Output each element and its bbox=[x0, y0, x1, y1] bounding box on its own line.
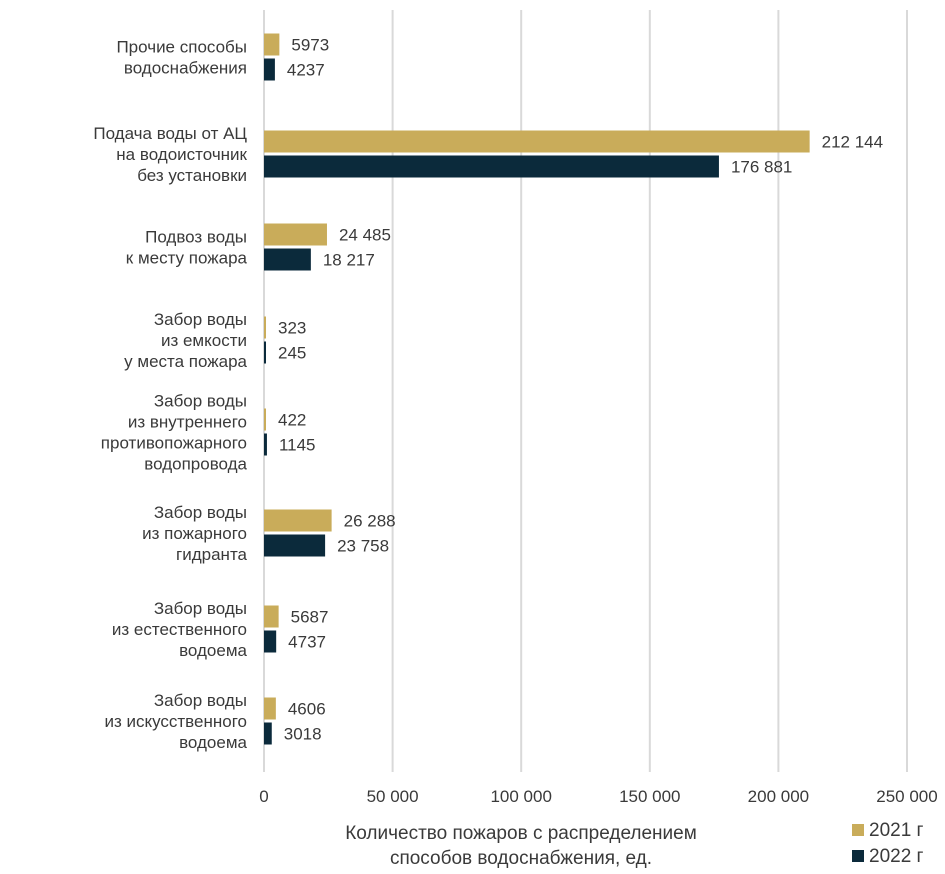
data-label: 1145 bbox=[279, 436, 316, 455]
data-label: 26 288 bbox=[344, 512, 396, 531]
data-label: 176 881 bbox=[731, 158, 792, 177]
category-label: Забор воды из пожарного гидранта bbox=[142, 503, 247, 564]
data-label: 3018 bbox=[284, 725, 322, 744]
bars bbox=[264, 33, 810, 745]
bar-2022 bbox=[264, 155, 719, 178]
bar-2022 bbox=[264, 248, 311, 271]
value-labels: 5973 212 144 24 485 323 422 26 288 5687 4606 423… bbox=[278, 36, 883, 744]
x-axis-ticks: 0 50 000 100 000 150 000 200 000 250 000 bbox=[259, 787, 937, 806]
x-tick-label: 250 000 bbox=[876, 787, 937, 806]
legend-label: 2022 г bbox=[869, 846, 924, 867]
legend-swatch-2022 bbox=[852, 850, 864, 862]
category-label: Забор воды из естественного водоема bbox=[112, 599, 248, 660]
category-label: Подвоз воды к месту пожара bbox=[126, 228, 248, 268]
bar-2021 bbox=[264, 130, 810, 153]
data-label: 18 217 bbox=[323, 251, 375, 270]
grid-lines bbox=[263, 10, 908, 772]
category-label: Забор воды из искусственного водоема bbox=[104, 691, 247, 752]
bar-2021 bbox=[264, 33, 280, 56]
data-label: 212 144 bbox=[822, 133, 883, 152]
legend-swatch-2021 bbox=[852, 824, 864, 836]
x-tick-label: 100 000 bbox=[490, 787, 551, 806]
category-label: Подача воды от АЦ на водоисточник без уста… bbox=[93, 124, 247, 185]
data-label: 4237 bbox=[287, 61, 325, 80]
category-label: Прочие способы водоснабжения bbox=[116, 38, 247, 78]
bar-2022 bbox=[264, 630, 277, 653]
data-label: 323 bbox=[278, 319, 306, 338]
category-label: Забор воды из внутреннего противопожарного… bbox=[101, 392, 248, 474]
bar-2021 bbox=[264, 316, 266, 339]
legend-label: 2021 г bbox=[869, 820, 924, 841]
data-label: 4606 bbox=[288, 700, 326, 719]
x-axis-title-text: Количество пожаров с распределением спосо… bbox=[345, 823, 697, 869]
bar-2021 bbox=[264, 408, 266, 431]
data-label: 4737 bbox=[288, 633, 326, 652]
x-tick-label: 50 000 bbox=[367, 787, 419, 806]
bar-2022 bbox=[264, 341, 266, 364]
bar-2021 bbox=[264, 605, 279, 628]
data-label: 24 485 bbox=[339, 226, 391, 245]
category-label: Забор воды из емкости у места пожара bbox=[124, 310, 247, 371]
x-tick-label: 200 000 bbox=[748, 787, 809, 806]
x-tick-label: 150 000 bbox=[619, 787, 680, 806]
data-label: 422 bbox=[278, 411, 306, 430]
x-axis-title: Количество пожаров с распределением спосо… bbox=[345, 823, 697, 869]
bar-2022 bbox=[264, 534, 326, 557]
bar-2022 bbox=[264, 58, 275, 81]
bar-2021 bbox=[264, 509, 332, 532]
bar-2022 bbox=[264, 433, 267, 456]
category-labels: Прочие способы водоснабжения Подача воды о… bbox=[93, 38, 247, 753]
data-label: 5687 bbox=[291, 608, 329, 627]
x-tick-label: 0 bbox=[259, 787, 268, 806]
data-label: 245 bbox=[278, 344, 306, 363]
data-label: 23 758 bbox=[337, 537, 389, 556]
data-label: 5973 bbox=[291, 36, 329, 55]
legend: 2021 г 2022 г bbox=[852, 820, 924, 867]
bar-2021 bbox=[264, 697, 276, 720]
bar-2022 bbox=[264, 722, 272, 745]
bar-2021 bbox=[264, 223, 327, 246]
